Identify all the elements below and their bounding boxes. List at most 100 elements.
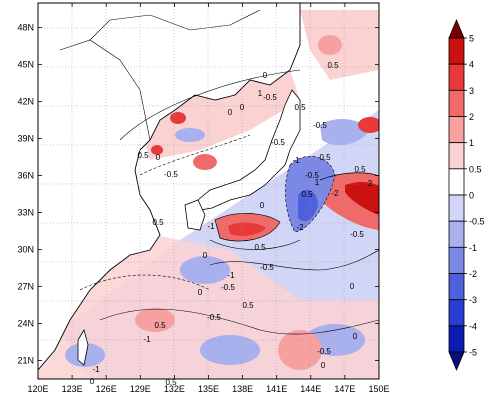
lat-tick-label: 33N — [17, 208, 34, 218]
lon-tick-label: 147E — [334, 384, 355, 394]
contour-line-5 — [319, 172, 379, 181]
red-spot-1 — [170, 112, 186, 124]
red-spot-5 — [358, 117, 379, 133]
contour-label: -2 — [296, 223, 304, 232]
land-taiwan — [77, 328, 89, 366]
lon-tick-label: 138E — [232, 384, 253, 394]
contour-label: -0.5 — [263, 93, 277, 102]
red-core-extension — [345, 182, 379, 215]
colorbar-label: 4 — [469, 60, 474, 70]
lat-tick-label: 27N — [17, 282, 34, 292]
shading-layer — [38, 3, 379, 379]
anomaly-map: 0.50-0.50.5 010 0.5-0.500.5-0.5-1-0.5-0.5-… — [17, 2, 390, 394]
lat-tick-label: 42N — [17, 97, 34, 107]
colorbar-box — [448, 299, 465, 327]
contour-label: 0.5 — [154, 321, 166, 330]
contour-line-2 — [139, 134, 251, 176]
colorbar-box — [448, 142, 465, 170]
pink-patch-south-2 — [135, 308, 175, 332]
latitude-axis: 48N 45N 42N 39N 36N 33N 30N 27N 24N 21N — [17, 23, 379, 366]
contour-label: -2 — [331, 189, 339, 198]
contour-label: -0.5 — [350, 230, 364, 239]
colorbar-label: -0.5 — [469, 217, 485, 227]
colorbar-box — [448, 89, 465, 117]
colorbar-box — [448, 37, 465, 65]
contour-label: 0.5 — [137, 151, 149, 160]
contour-line-9 — [209, 249, 379, 271]
contour-label: 0 — [198, 288, 203, 297]
land-kyushu — [184, 199, 206, 231]
lat-tick-label: 48N — [17, 23, 34, 33]
contour-label: -0.5 — [317, 347, 331, 356]
contour-label: 0 — [156, 153, 161, 162]
lat-tick-label: 39N — [17, 134, 34, 144]
contour-line-8 — [79, 274, 211, 291]
colorbar-label: 5 — [469, 34, 474, 44]
colorbar-label: -1 — [469, 243, 477, 253]
colorbar-label: 2 — [469, 112, 474, 122]
colorbar-label: -4 — [469, 321, 477, 331]
contour-label: -1 — [92, 365, 100, 374]
contour-label: 0 — [203, 251, 208, 260]
colorbar-label: -5 — [469, 348, 477, 358]
contour-label: 0 — [350, 282, 355, 291]
contour-label: 0 — [228, 108, 233, 117]
contour-label: -1 — [143, 335, 151, 344]
contour-label: -1 — [207, 222, 215, 231]
contour-label: 0.5 — [254, 243, 266, 252]
contour-line-7 — [99, 308, 379, 335]
contour-label: -0.5 — [313, 121, 327, 130]
contour-label: 0.5 — [301, 190, 313, 199]
lon-tick-label: 123E — [62, 384, 83, 394]
lon-tick-label: 144E — [300, 384, 321, 394]
lon-tick-label: 141E — [266, 384, 287, 394]
border-line-1 — [59, 39, 151, 141]
colorbar-box — [448, 246, 465, 274]
lat-tick-label: 30N — [17, 245, 34, 255]
blue-spot-japan-sea — [175, 128, 205, 142]
contour-line-6 — [285, 156, 336, 233]
colorbar-bottom-triangle — [448, 351, 465, 372]
lon-tick-label: 126E — [96, 384, 117, 394]
contour-label: -0.5 — [221, 283, 235, 292]
contour-label: 0 — [263, 71, 268, 80]
contour-label: -1 — [227, 271, 235, 280]
lat-tick-label: 21N — [17, 356, 34, 366]
colorbar-box — [448, 168, 465, 196]
lon-tick-label: 132E — [164, 384, 185, 394]
colorbar-label: 0 — [469, 191, 474, 201]
contour-label: -0.5 — [271, 138, 285, 147]
contour-label: 0.5 — [242, 301, 254, 310]
longitude-axis: 120E 123E 126E 129E 132E 135E 138E 141E 144E 147E… — [27, 3, 390, 394]
colorbar-box — [448, 220, 465, 248]
lon-tick-label: 135E — [198, 384, 219, 394]
contour-labels: 0.50-0.50.5 010 0.5-0.500.5-0.5-1-0.5-0.5-… — [90, 61, 373, 387]
colorbar-label: -3 — [469, 295, 477, 305]
colorbar-top-triangle — [448, 18, 465, 39]
contour-label: 0 — [90, 377, 95, 386]
colorbar-label: 1 — [469, 138, 474, 148]
contour-label: 0 — [240, 103, 245, 112]
border-line-2 — [89, 9, 261, 41]
contour-label: -0.5 — [207, 313, 221, 322]
colorbar-box — [448, 63, 465, 91]
blue-core-east-japan — [298, 189, 318, 222]
contour-label: -1 — [292, 156, 300, 165]
contour-line-3 — [209, 239, 301, 250]
lat-tick-label: 45N — [17, 60, 34, 70]
colorbar-box — [448, 325, 465, 353]
contour-label: -0.5 — [305, 171, 319, 180]
contour-label: 0.5 — [152, 218, 164, 227]
red-core-kuroshio — [228, 222, 266, 236]
blue-patch-north — [320, 118, 370, 146]
contour-label: -0.5 — [260, 263, 274, 272]
lat-tick-label: 24N — [17, 319, 34, 329]
colorbar-box — [448, 194, 465, 222]
lon-tick-label: 129E — [130, 384, 151, 394]
contour-label: 0.5 — [294, 103, 306, 112]
contour-label: 1 — [315, 178, 320, 187]
contour-label: 1 — [258, 89, 263, 98]
contour-label: 0.5 — [319, 153, 331, 162]
red-spot-3 — [151, 145, 163, 155]
